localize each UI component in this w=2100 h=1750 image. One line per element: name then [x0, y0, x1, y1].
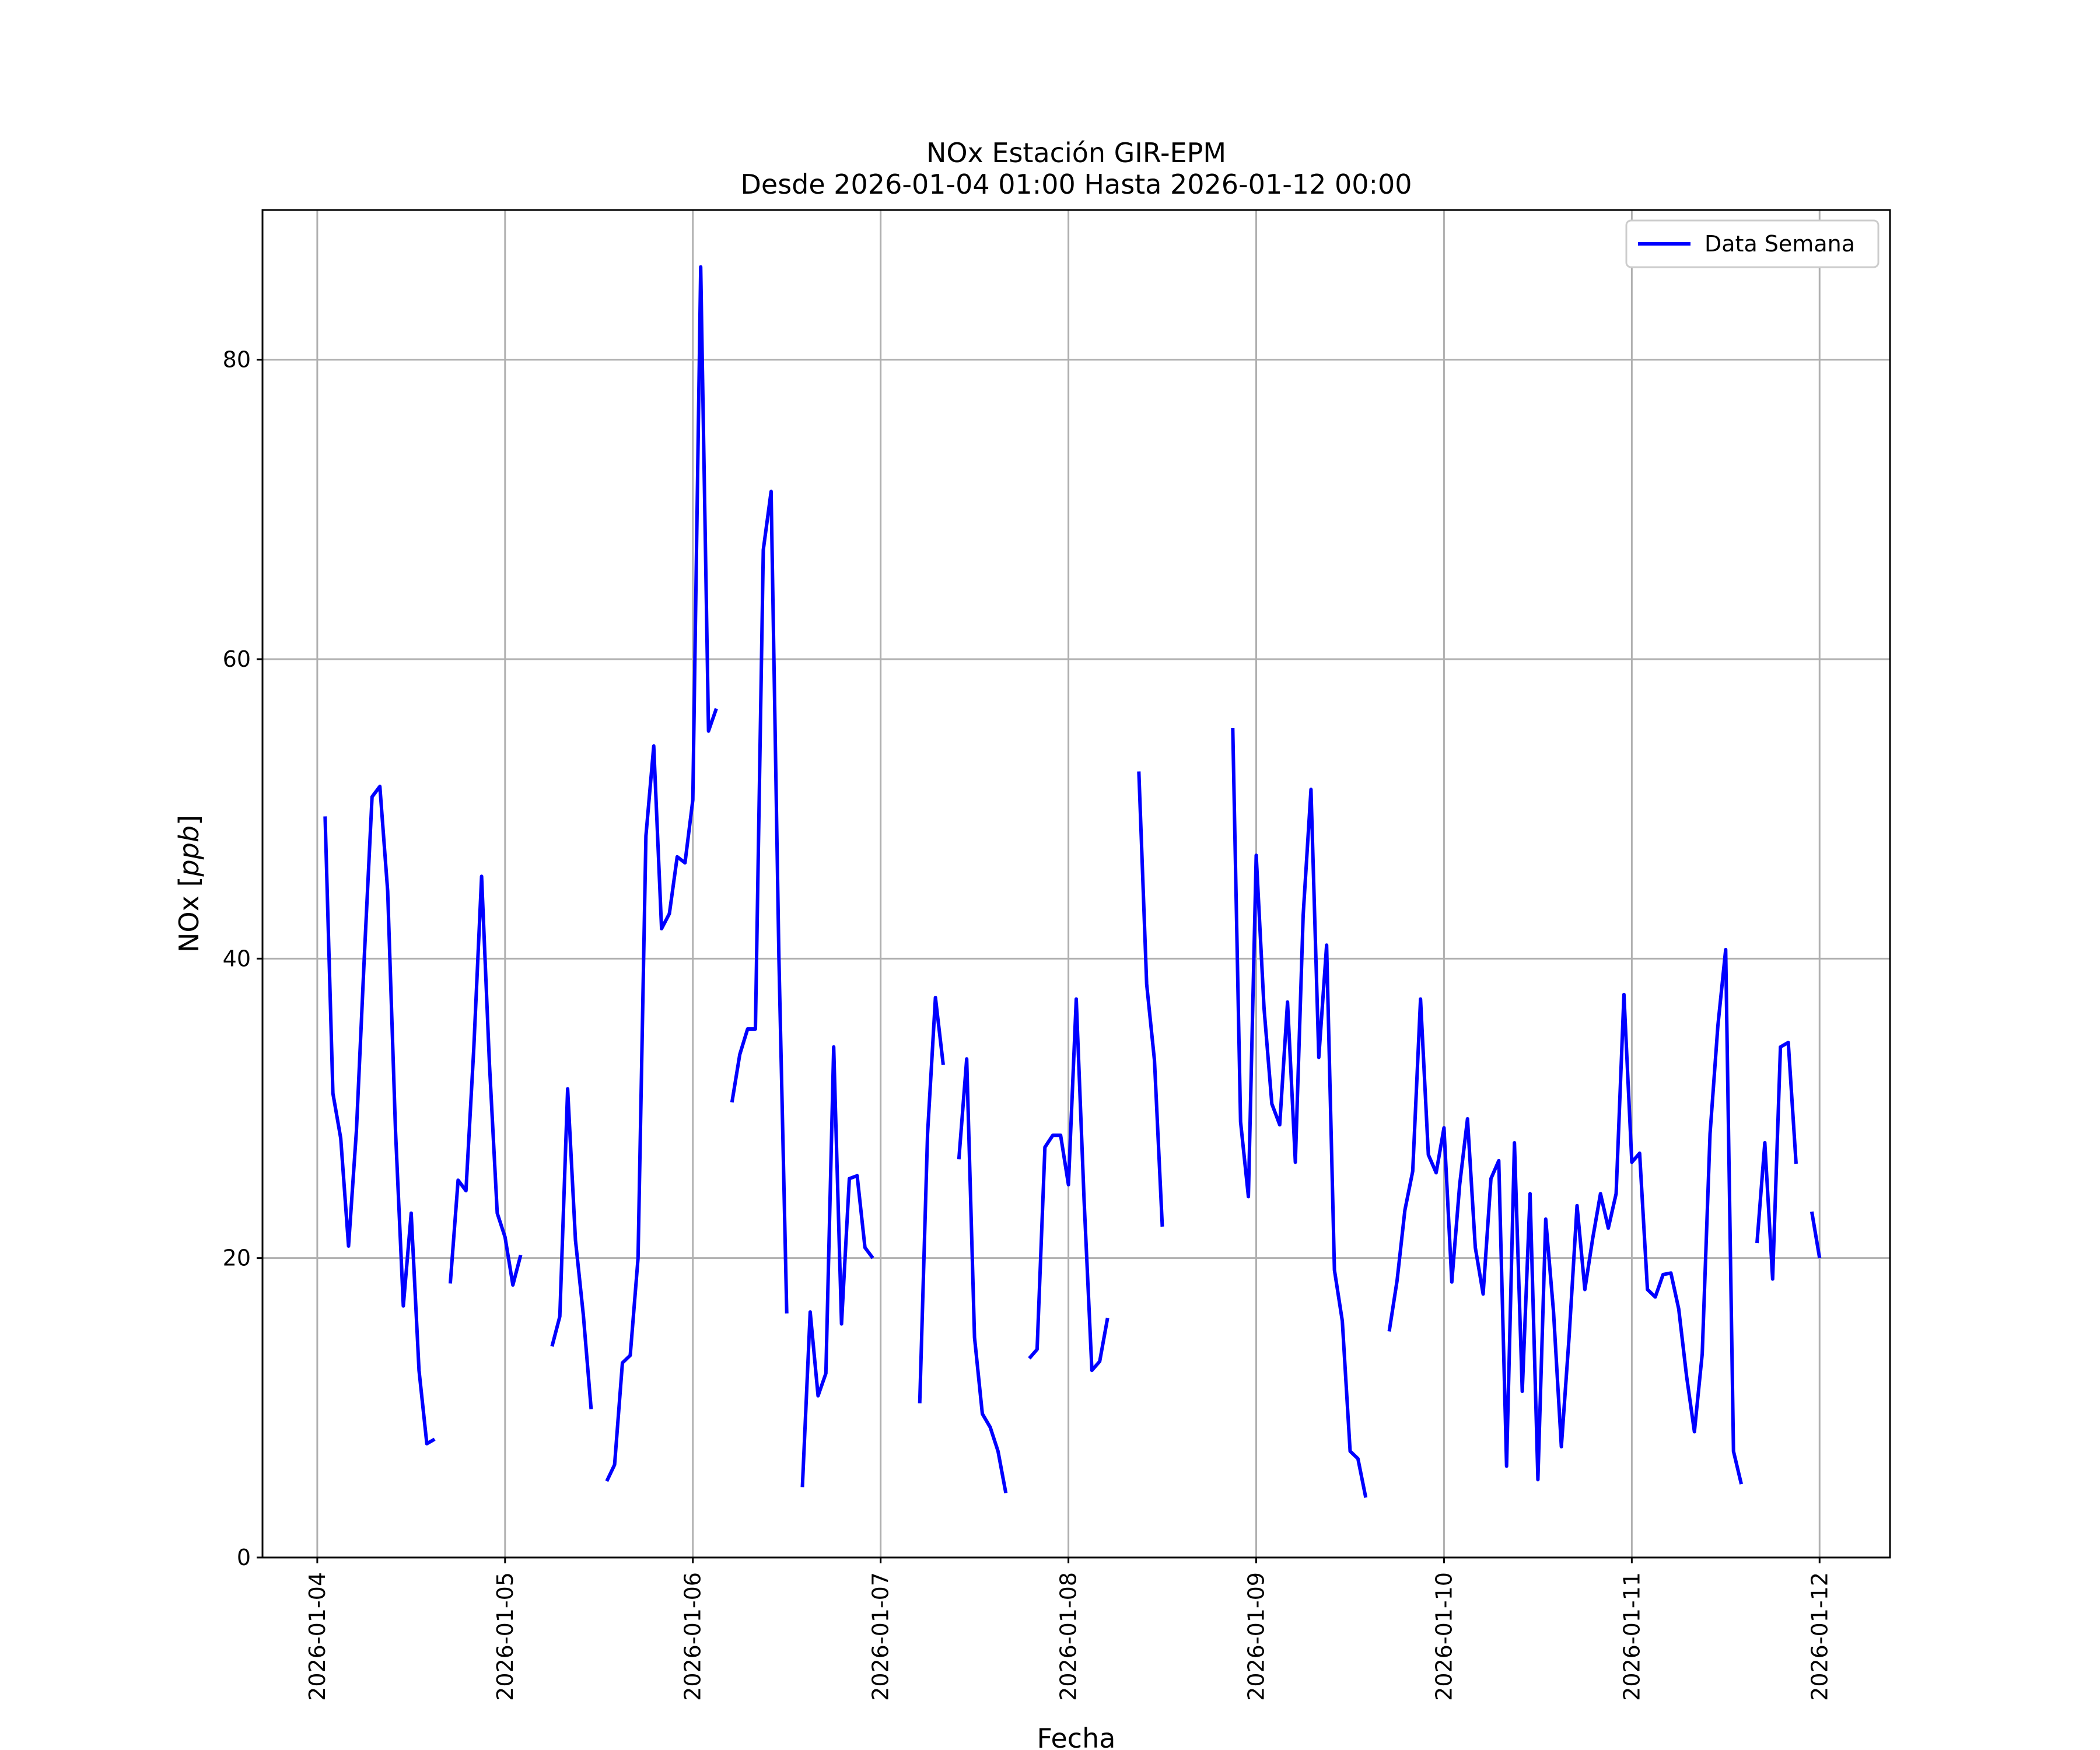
x-tick-label: 2026-01-04 — [304, 1572, 330, 1701]
x-axis-label: Fecha — [1037, 1723, 1116, 1750]
x-tick-label: 2026-01-08 — [1056, 1572, 1082, 1701]
x-tick-label: 2026-01-10 — [1431, 1572, 1457, 1701]
series-line-segment — [1028, 997, 1110, 1373]
legend-box — [1625, 219, 1880, 268]
x-tick-label: 2026-01-09 — [1244, 1572, 1269, 1701]
chart-subtitle: Desde 2026-01-04 01:00 Hasta 2026-01-12 … — [740, 169, 1412, 200]
series-line-segment — [448, 874, 523, 1287]
y-tick-label: 20 — [223, 1245, 251, 1271]
series-line-segment — [1387, 947, 1744, 1485]
series-line-segment — [1755, 1041, 1798, 1281]
series-line-segment — [1231, 728, 1368, 1498]
series-data-semana — [323, 265, 1822, 1498]
y-axis-label: NOx [ppb] — [173, 815, 205, 953]
series-line-segment — [800, 1045, 874, 1488]
series-line-segment — [1810, 1211, 1822, 1259]
series-line-segment — [957, 1057, 1008, 1494]
chart-title: NOx Estación GIR-EPM — [926, 137, 1226, 169]
legend: Data Semana — [1625, 219, 1880, 268]
y-tick-label: 60 — [223, 646, 251, 672]
series-line-segment — [730, 489, 789, 1314]
x-tick-label: 2026-01-07 — [868, 1572, 894, 1701]
legend-label-data-semana: Data Semana — [1704, 231, 1855, 257]
y-tick-label: 0 — [237, 1545, 251, 1570]
y-tick-label: 40 — [223, 946, 251, 971]
y-tick-label: 80 — [223, 347, 251, 373]
series-line-segment — [605, 265, 718, 1482]
axis-ticks: 0 20 40 60 80 2026-01-04 2026-01-05 2026-01-06 2… — [223, 347, 1833, 1701]
x-tick-label: 2026-01-11 — [1619, 1572, 1644, 1701]
x-tick-label: 2026-01-06 — [680, 1572, 706, 1701]
plot-frame — [261, 209, 1891, 1559]
series-line-segment — [323, 785, 436, 1446]
x-tick-label: 2026-01-05 — [492, 1572, 518, 1701]
x-tick-label: 2026-01-12 — [1807, 1572, 1832, 1701]
grid-lines — [262, 210, 1890, 1559]
series-line-segment — [918, 996, 945, 1404]
series-line-segment — [1137, 771, 1164, 1227]
series-line-segment — [550, 1087, 593, 1410]
